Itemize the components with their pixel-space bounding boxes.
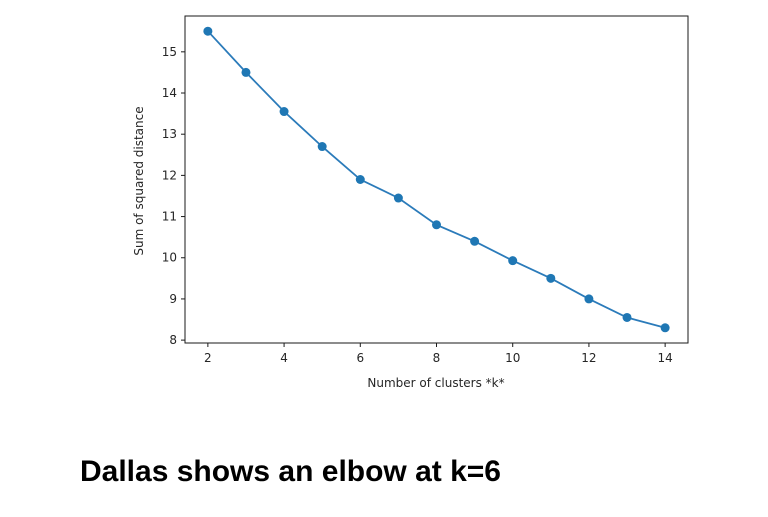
y-tick-label: 9 — [169, 292, 177, 306]
data-point — [432, 220, 441, 230]
data-point — [546, 273, 556, 283]
x-tick-label: 4 — [280, 351, 288, 365]
y-tick-label: 14 — [162, 86, 177, 100]
data-point — [622, 312, 632, 322]
caption-text: Dallas shows an elbow at k=6 — [80, 455, 501, 488]
y-tick-label: 13 — [162, 127, 177, 141]
data-point — [279, 107, 289, 117]
plot-area: 2 4 6 8 10 12 14 8 9 10 11 12 13 14 15 — [162, 15, 689, 365]
plot-frame — [184, 15, 689, 344]
data-point — [584, 294, 594, 304]
y-tick-label: 8 — [169, 333, 177, 347]
y-axis-label: Sum of squared distance — [132, 106, 146, 255]
y-tick-label: 12 — [162, 168, 177, 182]
data-point — [317, 142, 327, 152]
x-tick-label: 10 — [505, 351, 520, 365]
x-tick-label: 2 — [204, 351, 212, 365]
x-axis-label: Number of clusters *k* — [367, 376, 504, 390]
data-point — [393, 193, 403, 203]
data-point — [508, 256, 518, 266]
data-point — [203, 26, 213, 36]
y-tick-label: 15 — [162, 45, 177, 59]
x-tick-label: 8 — [433, 351, 441, 365]
data-point — [241, 67, 251, 77]
x-tick-label: 6 — [356, 351, 364, 365]
x-tick-label: 14 — [657, 351, 672, 365]
y-tick-label: 10 — [162, 251, 177, 265]
series-line — [207, 30, 666, 329]
data-point — [660, 323, 670, 333]
elbow-chart: 2 4 6 8 10 12 14 8 9 10 11 12 13 14 15 Number of clust… — [132, 15, 689, 390]
x-tick-label: 12 — [581, 351, 596, 365]
data-point — [470, 236, 480, 246]
data-point — [355, 175, 365, 184]
y-tick-label: 11 — [162, 210, 177, 224]
